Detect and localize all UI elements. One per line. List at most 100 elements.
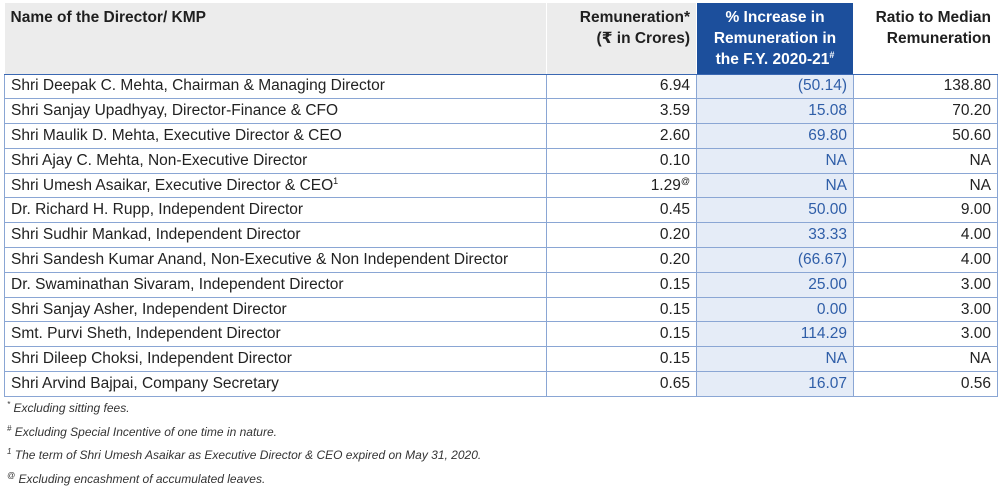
- header-increase-mark: #: [829, 50, 834, 60]
- ratio-cell: 70.20: [854, 99, 998, 124]
- increase-cell: NA: [697, 148, 854, 173]
- increase-cell: (50.14): [697, 74, 854, 99]
- remuneration-cell: 0.15: [547, 272, 697, 297]
- table-row: Shri Arvind Bajpai, Company Secretary 0.…: [5, 372, 998, 397]
- director-name: Shri Sanjay Asher, Independent Director: [11, 301, 287, 318]
- remuneration-cell: 0.15: [547, 322, 697, 347]
- remuneration-cell: 1.29@: [547, 173, 697, 198]
- footnote-mark: @: [7, 471, 15, 480]
- director-name-cell: Shri Arvind Bajpai, Company Secretary: [5, 372, 547, 397]
- remuneration-value: 0.20: [660, 226, 690, 243]
- footnote-text: Excluding encashment of accumulated leav…: [18, 472, 265, 486]
- remuneration-mark: @: [681, 176, 690, 186]
- director-name-cell: Shri Ajay C. Mehta, Non-Executive Direct…: [5, 148, 547, 173]
- remuneration-cell: 0.10: [547, 148, 697, 173]
- increase-cell: 0.00: [697, 297, 854, 322]
- remuneration-value: 0.20: [660, 251, 690, 268]
- table-row: Shri Sanjay Asher, Independent Director …: [5, 297, 998, 322]
- footnote-text: Excluding Special Incentive of one time …: [15, 425, 277, 439]
- director-name-cell: Shri Sanjay Asher, Independent Director: [5, 297, 547, 322]
- remuneration-value: 3.59: [660, 102, 690, 119]
- table-row: Shri Sandesh Kumar Anand, Non-Executive …: [5, 248, 998, 273]
- director-name-mark: 1: [333, 176, 338, 186]
- remuneration-cell: 0.20: [547, 223, 697, 248]
- ratio-cell: 3.00: [854, 272, 998, 297]
- increase-cell: 50.00: [697, 198, 854, 223]
- director-name: Shri Arvind Bajpai, Company Secretary: [11, 375, 279, 392]
- increase-cell: 16.07: [697, 372, 854, 397]
- increase-cell: NA: [697, 173, 854, 198]
- director-name: Shri Ajay C. Mehta, Non-Executive Direct…: [11, 152, 307, 169]
- footnote: # Excluding Special Incentive of one tim…: [7, 425, 987, 449]
- table-row: Shri Maulik D. Mehta, Executive Director…: [5, 124, 998, 149]
- director-name-cell: Dr. Richard H. Rupp, Independent Directo…: [5, 198, 547, 223]
- director-name-cell: Shri Sandesh Kumar Anand, Non-Executive …: [5, 248, 547, 273]
- director-name-cell: Smt. Purvi Sheth, Independent Director: [5, 322, 547, 347]
- remuneration-value: 0.15: [660, 276, 690, 293]
- remuneration-value: 2.60: [660, 127, 690, 144]
- ratio-cell: 4.00: [854, 248, 998, 273]
- footnote: * Excluding sitting fees.: [7, 401, 987, 425]
- increase-cell: 33.33: [697, 223, 854, 248]
- director-name-cell: Shri Dileep Choksi, Independent Director: [5, 347, 547, 372]
- remuneration-value: 0.65: [660, 375, 690, 392]
- table-row: Smt. Purvi Sheth, Independent Director 0…: [5, 322, 998, 347]
- footnote-mark: #: [7, 424, 11, 433]
- header-ratio-line2: Remuneration: [887, 28, 991, 49]
- remuneration-value: 0.15: [660, 325, 690, 342]
- director-name: Shri Maulik D. Mehta, Executive Director…: [11, 127, 342, 144]
- director-name-cell: Shri Sudhir Mankad, Independent Director: [5, 223, 547, 248]
- header-name-label: Name of the Director/ KMP: [11, 9, 207, 26]
- remuneration-value: 0.45: [660, 201, 690, 218]
- director-name: Dr. Swaminathan Sivaram, Independent Dir…: [11, 276, 344, 293]
- remuneration-cell: 2.60: [547, 124, 697, 149]
- remuneration-value: 0.15: [660, 350, 690, 367]
- remuneration-cell: 0.15: [547, 297, 697, 322]
- increase-cell: 114.29: [697, 322, 854, 347]
- ratio-cell: 3.00: [854, 297, 998, 322]
- footnote-text: The term of Shri Umesh Asaikar as Execut…: [15, 448, 481, 462]
- increase-cell: 25.00: [697, 272, 854, 297]
- header-increase: % Increase in Remuneration in the F.Y. 2…: [697, 3, 854, 74]
- header-ratio-line1: Ratio to Median: [876, 7, 991, 28]
- ratio-cell: 0.56: [854, 372, 998, 397]
- increase-cell: NA: [697, 347, 854, 372]
- header-remuneration-line2: (₹ in Crores): [597, 30, 690, 47]
- footnote-mark: *: [7, 400, 10, 409]
- footnote-text: Excluding sitting fees.: [13, 401, 129, 415]
- remuneration-cell: 6.94: [547, 74, 697, 99]
- remuneration-cell: 0.15: [547, 347, 697, 372]
- director-name: Shri Dileep Choksi, Independent Director: [11, 350, 292, 367]
- remuneration-value: 0.15: [660, 301, 690, 318]
- director-name: Shri Deepak C. Mehta, Chairman & Managin…: [11, 77, 385, 94]
- increase-cell: (66.67): [697, 248, 854, 273]
- ratio-cell: 4.00: [854, 223, 998, 248]
- header-increase-line1: % Increase in: [725, 9, 824, 26]
- header-increase-line3: the F.Y. 2020-21: [716, 51, 830, 68]
- remuneration-cell: 3.59: [547, 99, 697, 124]
- remuneration-cell: 0.45: [547, 198, 697, 223]
- ratio-cell: 50.60: [854, 124, 998, 149]
- table-row: Shri Deepak C. Mehta, Chairman & Managin…: [5, 74, 998, 99]
- remuneration-value: 0.10: [660, 152, 690, 169]
- director-name: Shri Sanjay Upadhyay, Director-Finance &…: [11, 102, 338, 119]
- remuneration-value: 6.94: [660, 77, 690, 94]
- director-name: Shri Sudhir Mankad, Independent Director: [11, 226, 301, 243]
- header-name: Name of the Director/ KMP: [5, 3, 547, 74]
- remuneration-value: 1.29: [651, 177, 681, 194]
- ratio-cell: 138.80: [854, 74, 998, 99]
- director-name-cell: Shri Maulik D. Mehta, Executive Director…: [5, 124, 547, 149]
- table-row: Shri Dileep Choksi, Independent Director…: [5, 347, 998, 372]
- footnote: 1 The term of Shri Umesh Asaikar as Exec…: [7, 448, 987, 472]
- director-name-cell: Shri Deepak C. Mehta, Chairman & Managin…: [5, 74, 547, 99]
- director-name-cell: Dr. Swaminathan Sivaram, Independent Dir…: [5, 272, 547, 297]
- table-row: Shri Umesh Asaikar, Executive Director &…: [5, 173, 998, 198]
- table-row: Dr. Richard H. Rupp, Independent Directo…: [5, 198, 998, 223]
- remuneration-cell: 0.20: [547, 248, 697, 273]
- ratio-cell: 9.00: [854, 198, 998, 223]
- ratio-cell: NA: [854, 173, 998, 198]
- increase-cell: 69.80: [697, 124, 854, 149]
- table-row: Shri Sanjay Upadhyay, Director-Finance &…: [5, 99, 998, 124]
- table-row: Shri Sudhir Mankad, Independent Director…: [5, 223, 998, 248]
- ratio-cell: NA: [854, 148, 998, 173]
